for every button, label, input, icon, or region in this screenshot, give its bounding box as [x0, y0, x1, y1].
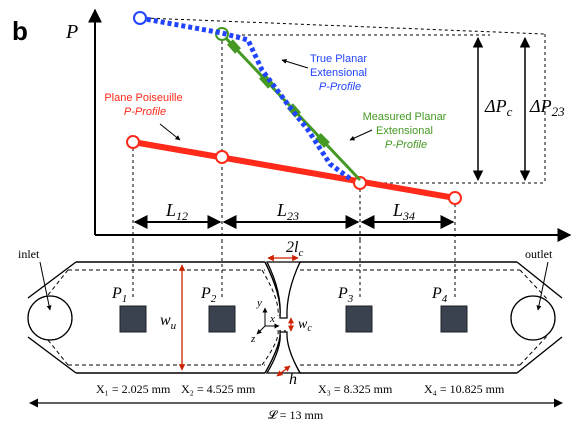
lc-label: 2lc: [286, 239, 303, 259]
pressure-tap-4: [440, 305, 468, 333]
pressure-tap-2: [208, 305, 236, 333]
true-profile-leader: [281, 58, 309, 69]
delta-pc-label: ΔPc: [484, 96, 513, 119]
panel-letter: b: [12, 16, 28, 46]
outlet-label: outlet: [525, 247, 553, 261]
true-profile-line: [139, 15, 354, 183]
contraction-bottom: [265, 331, 302, 374]
l34-label: L34: [392, 200, 415, 223]
pressure-tap-1: [119, 305, 147, 333]
l23-label: L23: [276, 200, 299, 223]
measured-profile-leader: [349, 129, 373, 141]
poiseuille-point-3: [353, 176, 367, 190]
delta-p23-label: ΔP23: [529, 96, 565, 119]
pressure-tap-3: [345, 305, 373, 333]
p1-label: P1: [111, 285, 127, 305]
x4-position: X₄ = 10.825 mm: [424, 382, 505, 396]
axis-x-label: x: [269, 313, 275, 325]
l12-label: L12: [165, 200, 188, 223]
poiseuille-line: [132, 139, 456, 201]
p2-label: P2: [200, 285, 217, 305]
outlet-leader: [536, 261, 549, 311]
p4-label: P4: [431, 285, 448, 305]
channel-inner-dashed: [43, 269, 549, 366]
true-point-start: [133, 11, 147, 25]
inlet-reservoir: [27, 295, 73, 341]
p3-label: P3: [337, 285, 354, 305]
poiseuille-point-4: [448, 191, 462, 205]
contraction-top: [265, 261, 302, 319]
wu-label: wu: [160, 312, 177, 332]
total-length-label: 𝓛 = 13 mm: [268, 408, 324, 422]
channel-outline: [27, 261, 563, 374]
coordinate-axes: [256, 307, 280, 335]
wc-label: wc: [298, 317, 312, 334]
x1-position: X₁ = 2.025 mm: [96, 382, 171, 396]
h-arrow: [276, 365, 291, 377]
x2-position: X₂ = 4.525 mm: [181, 382, 256, 396]
axis-z-label: z: [250, 333, 256, 345]
poiseuille-point-1: [126, 135, 140, 149]
axis-p-label: P: [65, 21, 78, 43]
poiseuille-leader: [159, 123, 181, 141]
x3-position: X₃ = 8.325 mm: [318, 382, 393, 396]
h-label: h: [289, 371, 297, 388]
measured-profile-label: Measured Planar Extensional P-Profile: [363, 111, 450, 151]
dashed-guides: [132, 17, 546, 300]
true-profile-label: True Planar Extensional P-Profile: [310, 53, 370, 93]
inlet-leader: [39, 261, 52, 311]
inlet-label: inlet: [18, 247, 40, 261]
outlet-reservoir: [510, 295, 556, 341]
poiseuille-point-2: [215, 150, 229, 164]
axis-y-label: y: [256, 297, 262, 309]
poiseuille-label: Plane Poiseuille P-Profile: [104, 92, 185, 118]
